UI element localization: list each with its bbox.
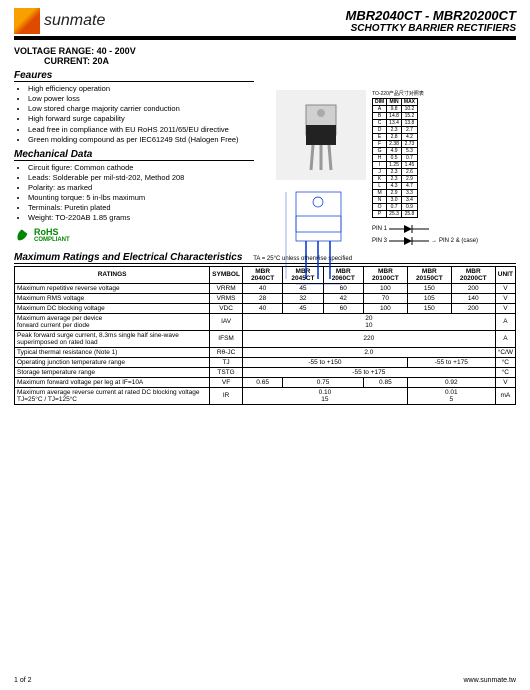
footer: 1 of 2 www.sunmate.tw: [0, 677, 530, 684]
mechanical-title: Mechanical Data: [14, 149, 254, 161]
rohs-line1: RoHS: [34, 228, 70, 237]
dim-table-title: TO-220产品尺寸对照表: [372, 90, 478, 97]
pin3-label: PIN 3: [372, 238, 387, 244]
table-row: Peak forward surge current, 8.3ms single…: [15, 330, 516, 347]
header: sunmate MBR2040CT - MBR20200CT SCHOTTKY …: [14, 8, 516, 34]
ratings-header: RATINGS: [15, 266, 210, 283]
mech-item: Leads: Solderable per mil-std-202, Metho…: [28, 173, 264, 183]
package-area: TO-220产品尺寸对照表 DIMMINMAXA9.810.2B14.815.2…: [276, 90, 516, 296]
feature-item: Lead free in compliance with EU RoHS 201…: [28, 125, 264, 135]
dimension-drawing: [276, 184, 366, 294]
circuit-diagram: PIN 1 PIN 3 → PIN 2 & (case): [372, 224, 478, 246]
mech-item: Mounting torque: 5 in-lbs maximum: [28, 193, 264, 203]
table-row: Maximum forward voltage per leg at IF=10…: [15, 377, 516, 387]
footer-url: www.sunmate.tw: [463, 677, 516, 684]
page-number: 1 of 2: [14, 677, 32, 684]
table-row: Maximum DC blocking voltageVDC4045601001…: [15, 303, 516, 313]
leaf-icon: [14, 228, 30, 244]
mech-item: Polarity: as marked: [28, 183, 264, 193]
page-title: MBR2040CT - MBR20200CT: [346, 8, 517, 23]
pin1-label: PIN 1: [372, 226, 387, 232]
mech-item: Circuit figure: Common cathode: [28, 163, 264, 173]
mech-item: Terminals: Puretin plated: [28, 203, 264, 213]
feature-item: Low stored charge majority carrier condu…: [28, 104, 264, 114]
rohs-badge: RoHS COMPLIANT: [14, 228, 264, 244]
pin2-label: PIN 2 & (case): [439, 238, 478, 244]
brand-name: sunmate: [44, 12, 105, 30]
rohs-line2: COMPLIANT: [34, 237, 70, 243]
mechanical-list: Circuit figure: Common cathodeLeads: Sol…: [14, 163, 264, 224]
page-subtitle: SCHOTTKY BARRIER RECTIFIERS: [346, 23, 517, 34]
logo: sunmate: [14, 8, 105, 34]
table-row: Typical thermal resistance (Note 1)Rθ-JC…: [15, 347, 516, 357]
feature-item: Green molding compound as per IEC61249 S…: [28, 135, 264, 145]
ratings-header: SYMBOL: [210, 266, 243, 283]
feature-item: High efficiency operation: [28, 84, 264, 94]
table-row: Operating junction temperature rangeTJ-5…: [15, 357, 516, 367]
current-spec: CURRENT: 20A: [44, 56, 516, 66]
header-divider: [14, 36, 516, 40]
features-title: Feaures: [14, 70, 254, 82]
feature-item: Low power loss: [28, 94, 264, 104]
table-row: Storage temperature rangeTSTG-55 to +175…: [15, 367, 516, 377]
logo-icon: [14, 8, 40, 34]
dimension-table: DIMMINMAXA9.810.2B14.815.2C13.413.8D2.32…: [372, 98, 418, 218]
features-list: High efficiency operationLow power lossL…: [14, 84, 264, 145]
table-row: Maximum average per deviceforward curren…: [15, 313, 516, 330]
feature-item: High forward surge capability: [28, 114, 264, 124]
package-photo: [276, 90, 366, 180]
mech-item: Weight: TO-220AB 1.85 grams: [28, 213, 264, 223]
voltage-range: VOLTAGE RANGE: 40 - 200V: [14, 46, 516, 56]
table-row: Maximum average reverse current at rated…: [15, 387, 516, 404]
